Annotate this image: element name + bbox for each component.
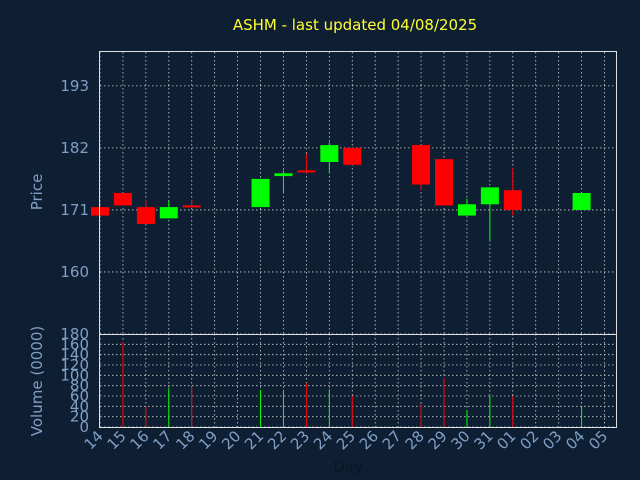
volume-tick-label: 120 (60, 356, 89, 374)
x-tick-label: 05 (585, 427, 611, 453)
candle-body (343, 147, 362, 165)
volume-tick-label: 160 (60, 335, 89, 353)
candle-body (572, 193, 591, 210)
volume-tick-label: 100 (60, 366, 89, 384)
volume-bars (122, 341, 583, 427)
volume-tick-label: 140 (60, 346, 89, 364)
candle-body (113, 193, 132, 206)
price-panel-frame (99, 51, 617, 335)
x-axis-ticks: 1415161718192021222324252627282930310102… (81, 427, 612, 453)
price-axis-label: Price (28, 174, 46, 211)
price-tick-label: 182 (60, 139, 89, 157)
candle-body (503, 190, 522, 210)
candle-body (480, 187, 499, 205)
candle-body (251, 178, 270, 208)
candles (91, 142, 591, 241)
volume-grid (99, 333, 616, 428)
x-axis-label: Day (333, 458, 363, 476)
candle-body (159, 207, 178, 219)
candle-body (435, 159, 453, 206)
candle-body (182, 205, 201, 208)
volume-tick-label: 80 (70, 377, 89, 395)
volume-tick-label: 20 (70, 408, 89, 426)
volume-tick-label: 40 (70, 397, 89, 415)
price-tick-label: 193 (60, 77, 89, 95)
price-tick-label: 160 (60, 263, 89, 281)
volume-tick-label: 60 (70, 387, 89, 405)
volume-axis-label: Volume (0000) (28, 326, 46, 436)
candle-body (136, 207, 155, 225)
candle-body (457, 204, 476, 216)
candle-body (412, 145, 431, 185)
price-grid (99, 52, 616, 334)
chart-title: ASHM - last updated 04/08/2025 (233, 16, 477, 34)
candle-body (297, 170, 316, 173)
candle-body (274, 173, 293, 177)
volume-panel-frame (99, 334, 617, 428)
price-tick-label: 171 (60, 201, 89, 219)
volume-tick-label: 180 (60, 325, 89, 343)
candle-body (320, 145, 339, 162)
price-y-ticks: 160 171 182 193 (60, 77, 89, 281)
volume-tick-label: 0 (79, 418, 89, 436)
